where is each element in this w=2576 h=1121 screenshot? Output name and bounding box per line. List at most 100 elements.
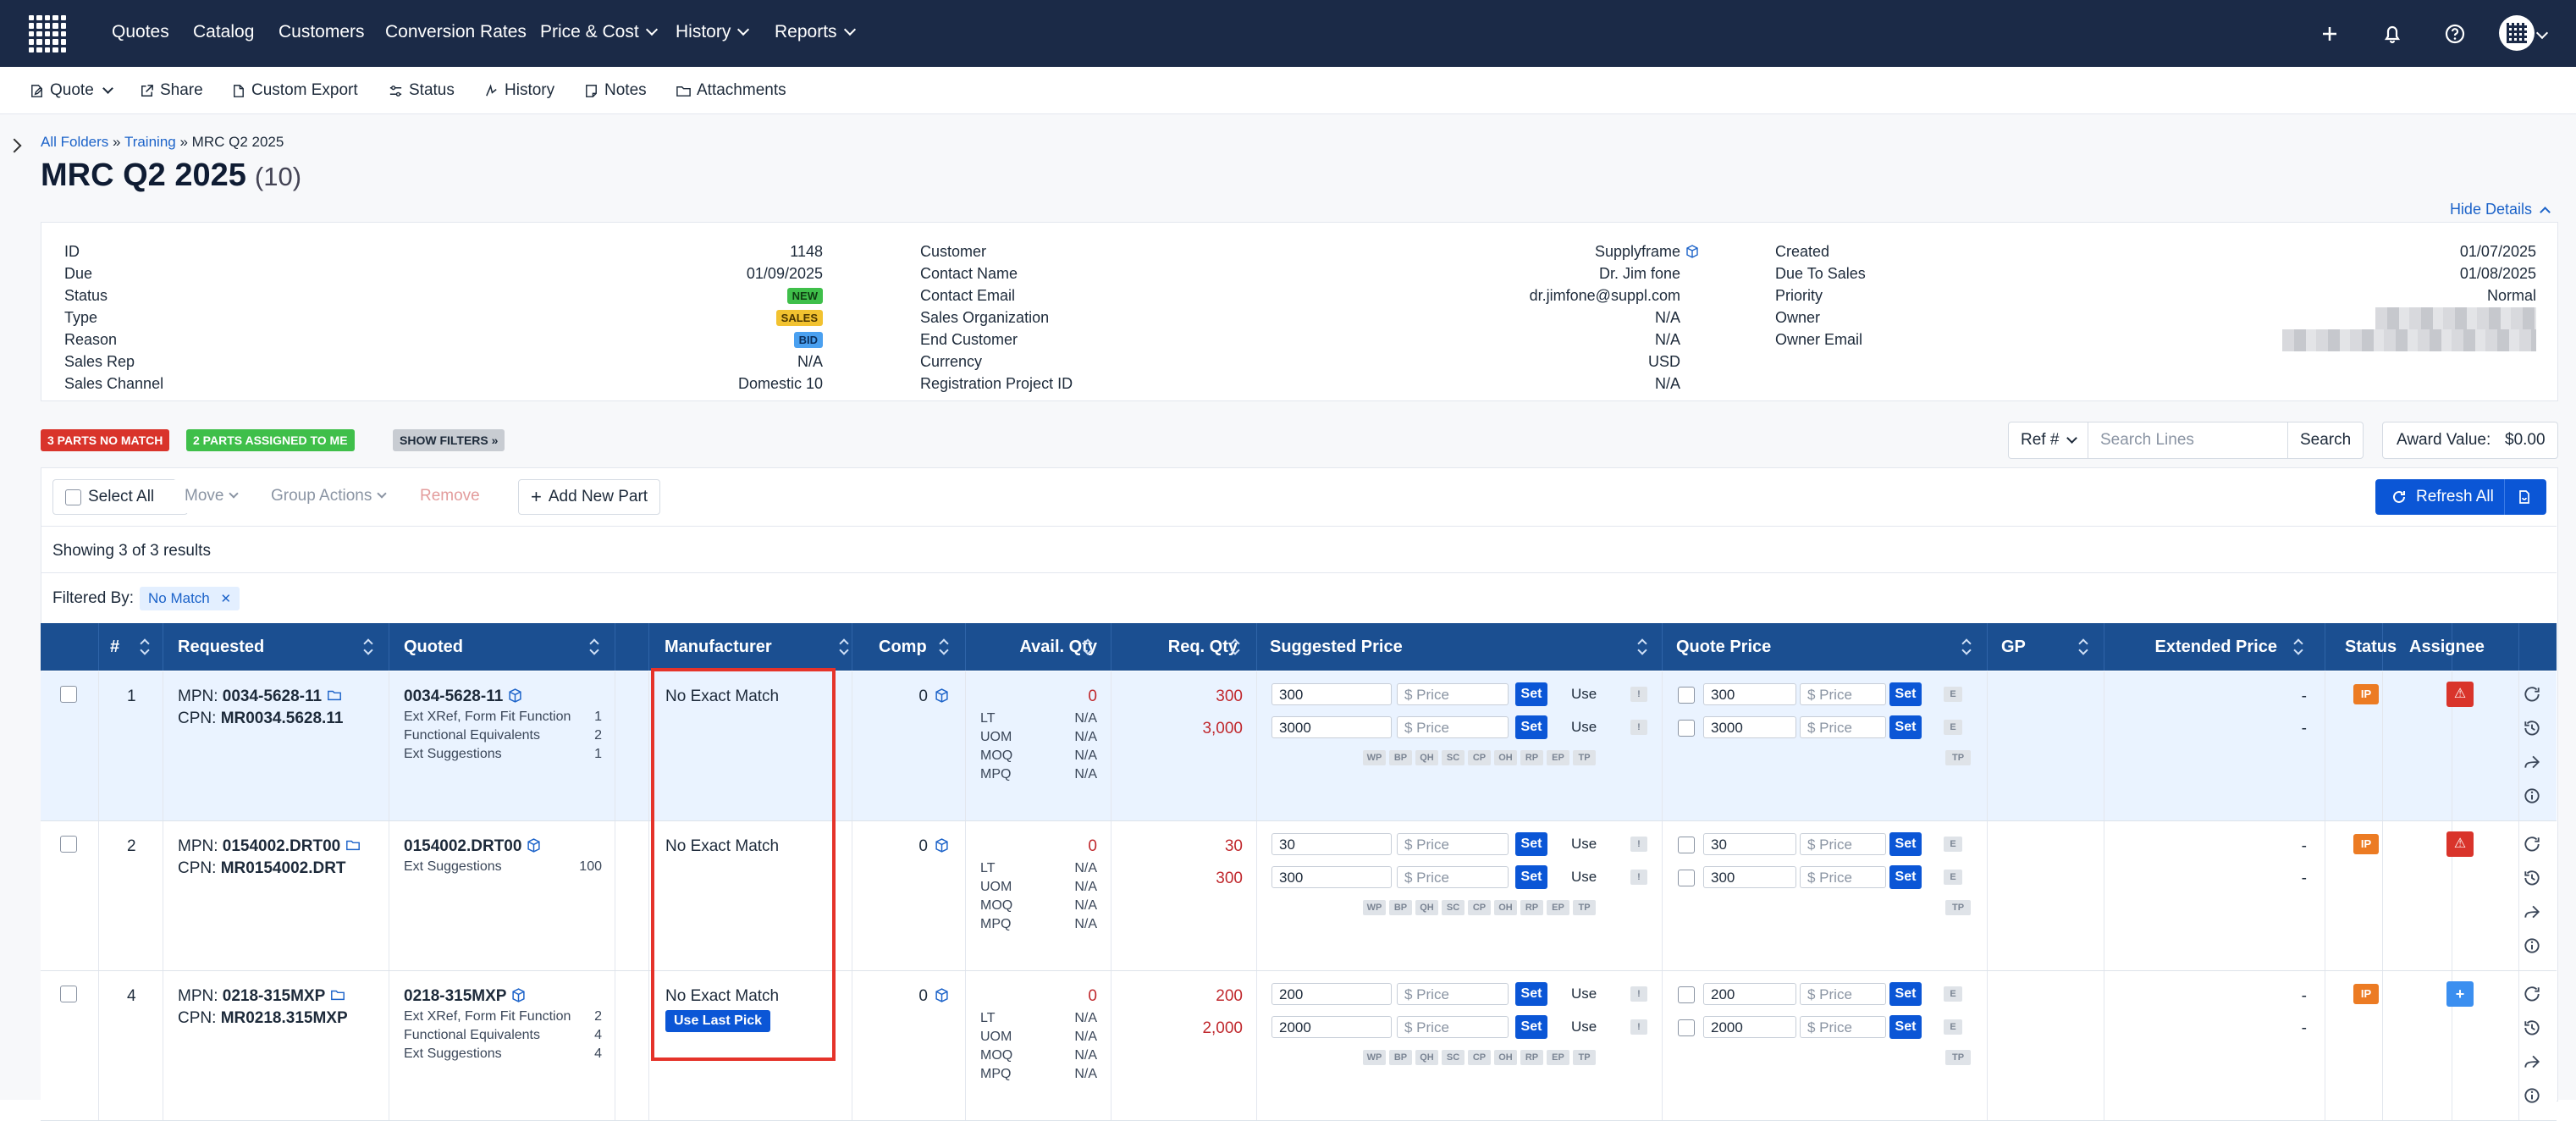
tp-mini-button[interactable]: TP	[1945, 1050, 1971, 1065]
column-header[interactable]: Requested	[178, 638, 265, 656]
tp-mini-button[interactable]: TP	[1945, 900, 1971, 915]
quoted-sub-label[interactable]: Ext Suggestions	[404, 747, 502, 761]
folder-icon[interactable]	[327, 688, 342, 703]
column-header[interactable]: Comp	[879, 638, 927, 656]
info-icon[interactable]	[2523, 936, 2541, 955]
chevron-down-icon[interactable]	[2535, 26, 2549, 40]
price-source-button[interactable]: EP	[1547, 900, 1569, 915]
quote-price-input[interactable]: $ Price	[1800, 683, 1886, 705]
use-last-pick-button[interactable]: Use Last Pick	[665, 1010, 771, 1032]
nav-customers[interactable]: Customers	[279, 22, 365, 41]
set-quote-button[interactable]: Set	[1889, 865, 1922, 889]
column-header[interactable]: Status	[2345, 638, 2397, 656]
price-source-button[interactable]: CP	[1468, 750, 1491, 765]
sort-icon[interactable]	[2294, 638, 2303, 655]
remove-button[interactable]: Remove	[408, 479, 492, 513]
assigned-filter-chip[interactable]: 2 PARTS ASSIGNED TO ME	[186, 429, 355, 451]
set-suggested-button[interactable]: Set	[1515, 982, 1547, 1006]
no-match-filter-chip[interactable]: 3 PARTS NO MATCH	[41, 429, 170, 451]
quoted-sub-label[interactable]: Functional Equivalents	[404, 1028, 540, 1042]
price-source-button[interactable]: BP	[1389, 900, 1412, 915]
cube-icon[interactable]	[508, 688, 522, 703]
nav-conversion-rates[interactable]: Conversion Rates	[385, 22, 527, 41]
cube-icon[interactable]	[935, 988, 949, 1002]
column-header[interactable]: Avail. Qty	[1019, 638, 1097, 656]
sort-icon[interactable]	[364, 638, 372, 655]
refresh-icon[interactable]	[2523, 685, 2541, 704]
column-header[interactable]: Assignee	[2409, 638, 2485, 656]
quoted-sub-label[interactable]: Ext XRef, Form Fit Function	[404, 710, 571, 724]
sort-icon[interactable]	[940, 638, 948, 655]
price-source-button[interactable]: QH	[1415, 1050, 1438, 1065]
assignee-warning-icon[interactable]: ⚠	[2446, 831, 2474, 857]
suggested-price-input[interactable]: $ Price	[1397, 983, 1509, 1005]
sort-icon[interactable]	[1231, 638, 1239, 655]
price-source-button[interactable]: CP	[1468, 900, 1491, 915]
set-quote-button[interactable]: Set	[1889, 715, 1922, 739]
sort-icon[interactable]	[1638, 638, 1647, 655]
quote-menu-button[interactable]: Quote	[29, 81, 113, 100]
refresh-all-button[interactable]: Refresh All	[2375, 479, 2546, 515]
warning-mini-button[interactable]: !	[1630, 720, 1647, 735]
suggested-qty-input[interactable]: 300	[1271, 866, 1392, 888]
price-source-button[interactable]: WP	[1363, 750, 1386, 765]
use-suggested-button[interactable]: Use	[1571, 986, 1597, 1002]
price-source-button[interactable]: SC	[1442, 900, 1465, 915]
nav-quotes[interactable]: Quotes	[112, 22, 169, 41]
quoted-sub-label[interactable]: Ext Suggestions	[404, 1046, 502, 1061]
assignee-add-icon[interactable]: +	[2446, 981, 2474, 1007]
refresh-icon[interactable]	[2523, 985, 2541, 1003]
sort-icon[interactable]	[2079, 638, 2088, 655]
cube-icon[interactable]	[1685, 245, 1699, 258]
quoted-sub-label[interactable]: Ext Suggestions	[404, 859, 502, 874]
price-source-button[interactable]: EP	[1547, 750, 1569, 765]
price-source-button[interactable]: RP	[1520, 900, 1543, 915]
row-checkbox[interactable]	[60, 986, 77, 1002]
price-source-button[interactable]: RP	[1520, 750, 1543, 765]
price-source-button[interactable]: OH	[1494, 750, 1517, 765]
close-icon[interactable]: ✕	[220, 592, 232, 606]
suggested-price-input[interactable]: $ Price	[1397, 716, 1509, 738]
row-checkbox[interactable]	[60, 836, 77, 853]
quote-line-checkbox[interactable]	[1678, 837, 1695, 853]
search-lines-input[interactable]: Search Lines	[2088, 422, 2289, 459]
select-all-checkbox[interactable]: Select All	[52, 479, 188, 515]
forward-icon[interactable]	[2523, 903, 2541, 921]
quote-price-input[interactable]: $ Price	[1800, 1016, 1886, 1038]
ref-select[interactable]: Ref #	[2008, 422, 2089, 459]
quoted-sub-label[interactable]: Ext XRef, Form Fit Function	[404, 1009, 571, 1024]
suggested-qty-input[interactable]: 3000	[1271, 716, 1392, 738]
nav-history[interactable]: History	[676, 22, 750, 42]
quote-price-input[interactable]: $ Price	[1800, 866, 1886, 888]
use-suggested-button[interactable]: Use	[1571, 1019, 1597, 1035]
bell-icon[interactable]	[2377, 19, 2408, 49]
mpn-value[interactable]: 0034-5628-11	[222, 688, 323, 705]
attachments-button[interactable]: Attachments	[676, 81, 786, 100]
set-suggested-button[interactable]: Set	[1515, 1015, 1547, 1039]
assignee-warning-icon[interactable]: ⚠	[2446, 682, 2474, 707]
price-source-button[interactable]: SC	[1442, 750, 1465, 765]
use-suggested-button[interactable]: Use	[1571, 719, 1597, 735]
quote-line-checkbox[interactable]	[1678, 986, 1695, 1003]
mpn-value[interactable]: 0218-315MXP	[222, 987, 326, 1005]
help-icon[interactable]	[2440, 19, 2470, 49]
column-header[interactable]: Quoted	[404, 638, 463, 656]
app-grid-logo-icon[interactable]	[29, 15, 66, 52]
price-source-button[interactable]: BP	[1389, 1050, 1412, 1065]
warning-mini-button[interactable]: !	[1630, 687, 1647, 702]
price-source-button[interactable]: OH	[1494, 900, 1517, 915]
status-button[interactable]: Status	[388, 81, 455, 100]
history-icon[interactable]	[2523, 719, 2541, 737]
price-source-button[interactable]: OH	[1494, 1050, 1517, 1065]
price-source-button[interactable]: WP	[1363, 1050, 1386, 1065]
price-source-button[interactable]: CP	[1468, 1050, 1491, 1065]
active-filter-tag[interactable]: No Match ✕	[140, 587, 240, 610]
set-suggested-button[interactable]: Set	[1515, 865, 1547, 889]
row-checkbox[interactable]	[60, 686, 77, 703]
set-suggested-button[interactable]: Set	[1515, 832, 1547, 856]
column-header[interactable]: #	[110, 638, 120, 656]
info-icon[interactable]	[2523, 1086, 2541, 1105]
suggested-qty-input[interactable]: 30	[1271, 833, 1392, 855]
warning-mini-button[interactable]: !	[1630, 837, 1647, 852]
quote-qty-input[interactable]: 300	[1703, 683, 1796, 705]
